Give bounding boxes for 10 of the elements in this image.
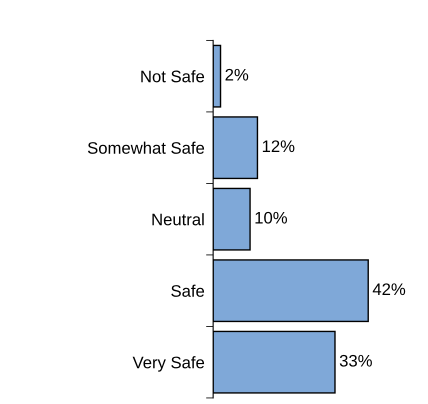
data-label: 12% (262, 140, 294, 152)
data-label: 33% (340, 354, 372, 367)
data-label: 42% (372, 283, 406, 296)
y-tick-label: Not Safe (141, 70, 204, 82)
y-tick-label: Very Safe (132, 356, 204, 372)
data-label: 10% (256, 212, 287, 224)
y-tick-label: Safe (171, 284, 204, 297)
y-tick-label: Somewhat Safe (88, 142, 204, 154)
data-label: 2% (226, 68, 248, 81)
y-tick-label: Neutral (152, 213, 204, 226)
